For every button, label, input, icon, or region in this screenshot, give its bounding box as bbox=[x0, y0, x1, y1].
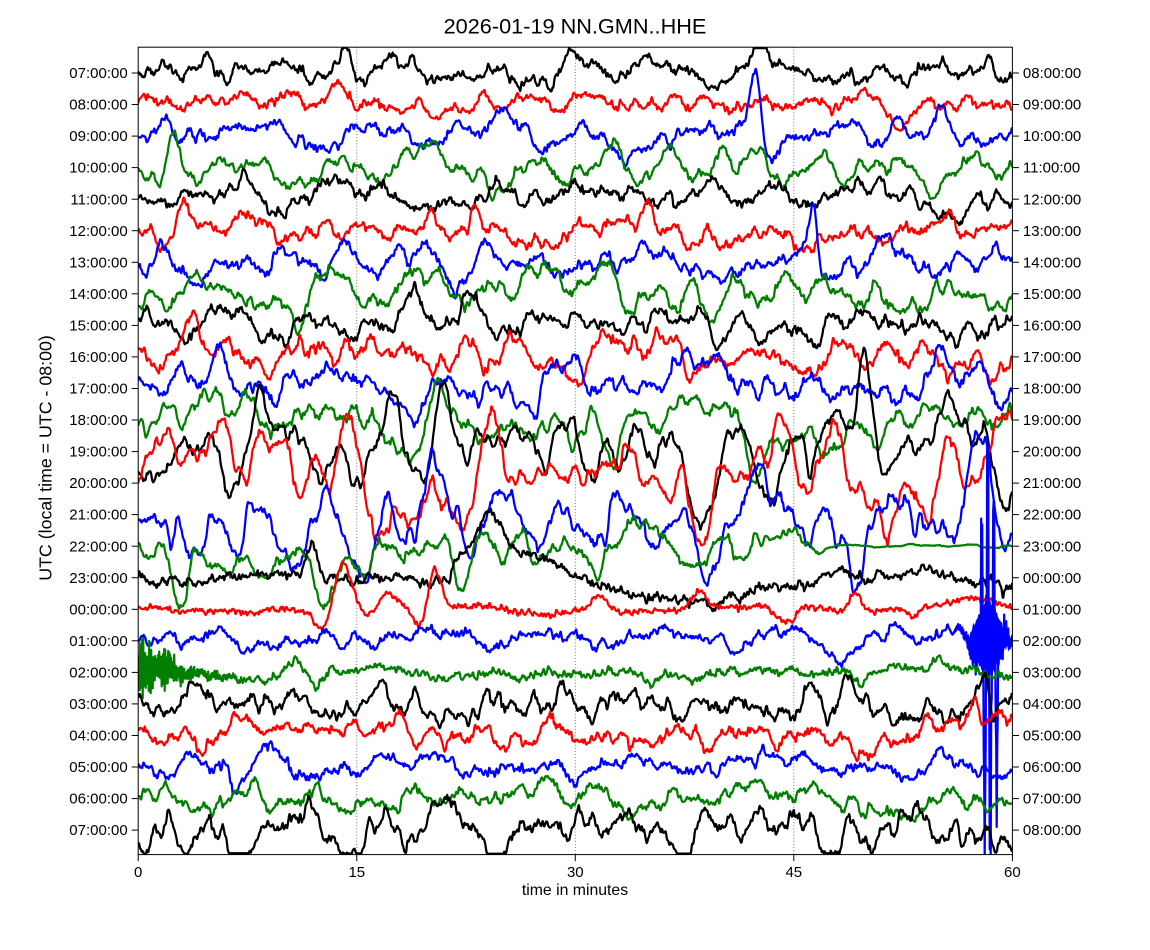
svg-text:23:00:00: 23:00:00 bbox=[1023, 538, 1081, 555]
svg-text:08:00:00: 08:00:00 bbox=[69, 97, 127, 114]
svg-text:17:00:00: 17:00:00 bbox=[69, 381, 127, 398]
svg-text:11:00:00: 11:00:00 bbox=[1023, 160, 1080, 177]
svg-text:time in minutes: time in minutes bbox=[522, 882, 628, 899]
svg-text:60: 60 bbox=[1004, 864, 1021, 881]
svg-text:07:00:00: 07:00:00 bbox=[69, 65, 127, 82]
svg-text:12:00:00: 12:00:00 bbox=[1023, 191, 1081, 208]
svg-text:01:00:00: 01:00:00 bbox=[69, 633, 127, 650]
svg-text:12:00:00: 12:00:00 bbox=[69, 223, 127, 240]
svg-text:22:00:00: 22:00:00 bbox=[1023, 507, 1081, 524]
svg-text:05:00:00: 05:00:00 bbox=[1023, 728, 1081, 745]
svg-text:14:00:00: 14:00:00 bbox=[69, 286, 127, 303]
svg-text:08:00:00: 08:00:00 bbox=[1023, 65, 1081, 82]
svg-text:07:00:00: 07:00:00 bbox=[69, 822, 127, 839]
svg-text:00:00:00: 00:00:00 bbox=[69, 601, 127, 618]
svg-text:09:00:00: 09:00:00 bbox=[69, 128, 127, 145]
svg-text:09:00:00: 09:00:00 bbox=[1023, 97, 1081, 114]
svg-text:15:00:00: 15:00:00 bbox=[69, 318, 127, 335]
svg-text:08:00:00: 08:00:00 bbox=[1023, 822, 1081, 839]
svg-text:18:00:00: 18:00:00 bbox=[1023, 381, 1081, 398]
svg-text:03:00:00: 03:00:00 bbox=[69, 696, 127, 713]
svg-text:0: 0 bbox=[134, 864, 142, 881]
svg-text:00:00:00: 00:00:00 bbox=[1023, 570, 1081, 587]
svg-text:45: 45 bbox=[785, 864, 802, 881]
svg-text:21:00:00: 21:00:00 bbox=[69, 507, 127, 524]
svg-text:07:00:00: 07:00:00 bbox=[1023, 791, 1081, 808]
svg-text:20:00:00: 20:00:00 bbox=[1023, 444, 1081, 461]
svg-text:06:00:00: 06:00:00 bbox=[69, 791, 127, 808]
svg-text:15: 15 bbox=[348, 864, 365, 881]
svg-text:23:00:00: 23:00:00 bbox=[69, 570, 127, 587]
svg-text:14:00:00: 14:00:00 bbox=[1023, 254, 1081, 271]
svg-text:04:00:00: 04:00:00 bbox=[1023, 696, 1081, 713]
svg-text:16:00:00: 16:00:00 bbox=[1023, 318, 1081, 335]
svg-text:30: 30 bbox=[567, 864, 584, 881]
svg-text:2026-01-19 NN.GMN..HHE: 2026-01-19 NN.GMN..HHE bbox=[444, 14, 707, 39]
svg-text:19:00:00: 19:00:00 bbox=[1023, 412, 1081, 429]
svg-text:10:00:00: 10:00:00 bbox=[69, 160, 127, 177]
svg-text:03:00:00: 03:00:00 bbox=[1023, 665, 1081, 682]
svg-text:16:00:00: 16:00:00 bbox=[69, 349, 127, 366]
svg-text:18:00:00: 18:00:00 bbox=[69, 412, 127, 429]
svg-text:02:00:00: 02:00:00 bbox=[1023, 633, 1081, 650]
svg-text:11:00:00: 11:00:00 bbox=[70, 191, 127, 208]
svg-text:13:00:00: 13:00:00 bbox=[1023, 223, 1081, 240]
svg-text:19:00:00: 19:00:00 bbox=[69, 444, 127, 461]
svg-text:02:00:00: 02:00:00 bbox=[69, 665, 127, 682]
svg-text:15:00:00: 15:00:00 bbox=[1023, 286, 1081, 303]
svg-text:10:00:00: 10:00:00 bbox=[1023, 128, 1081, 145]
svg-text:13:00:00: 13:00:00 bbox=[69, 254, 127, 271]
svg-text:20:00:00: 20:00:00 bbox=[69, 475, 127, 492]
svg-text:22:00:00: 22:00:00 bbox=[69, 538, 127, 555]
svg-text:UTC (local time = UTC - 08:00): UTC (local time = UTC - 08:00) bbox=[36, 335, 56, 581]
svg-text:17:00:00: 17:00:00 bbox=[1023, 349, 1081, 366]
svg-text:05:00:00: 05:00:00 bbox=[69, 759, 127, 776]
svg-text:06:00:00: 06:00:00 bbox=[1023, 759, 1081, 776]
svg-text:04:00:00: 04:00:00 bbox=[69, 728, 127, 745]
svg-text:01:00:00: 01:00:00 bbox=[1023, 601, 1081, 618]
svg-text:21:00:00: 21:00:00 bbox=[1023, 475, 1081, 492]
